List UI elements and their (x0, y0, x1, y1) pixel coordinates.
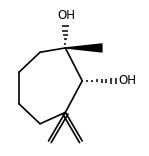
Polygon shape (65, 44, 102, 52)
Text: OH: OH (119, 74, 137, 87)
Text: OH: OH (58, 9, 76, 22)
